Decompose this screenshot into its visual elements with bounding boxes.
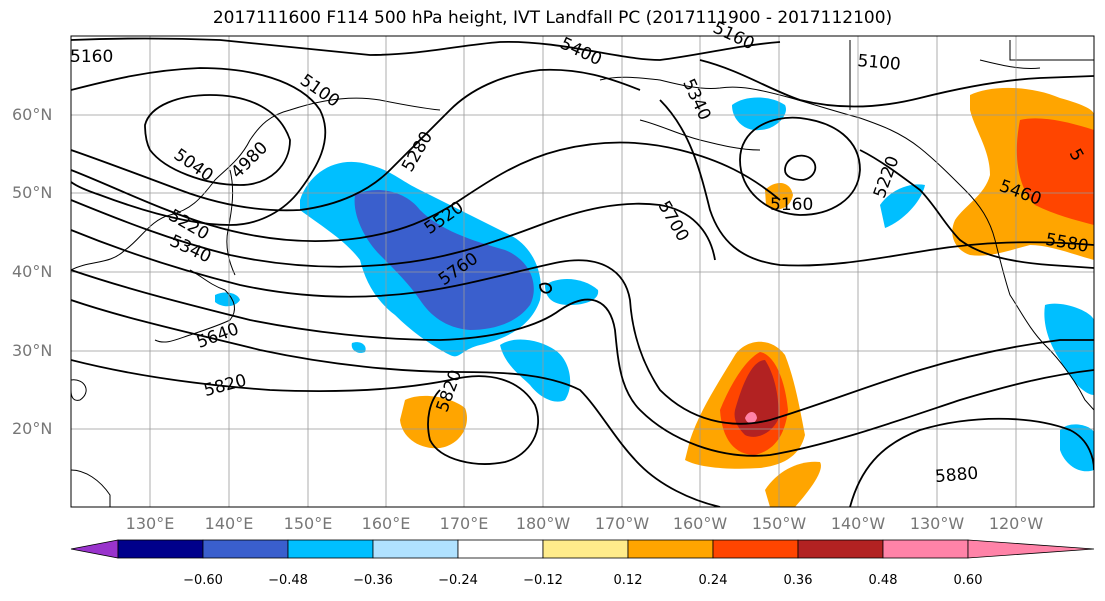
lon-label: 120°W: [988, 514, 1044, 533]
colorbar-tick-label: −0.12: [523, 573, 563, 588]
coastlines: [71, 40, 1094, 507]
lon-label: 130°E: [125, 514, 175, 533]
lat-label: 40°N: [12, 262, 53, 281]
lon-label: 160°E: [361, 514, 411, 533]
contour-label: 5160: [770, 195, 813, 215]
colorbar-tick-label: 0.24: [698, 573, 728, 588]
colorbar-swatch: [712, 539, 799, 559]
lat-label: 30°N: [12, 341, 53, 360]
contour-label: 5160: [70, 47, 113, 67]
lat-label: 20°N: [12, 419, 53, 438]
colorbar-tick-label: 0.36: [783, 573, 813, 588]
colorbar-swatch: [882, 539, 969, 559]
contour-label: 5880: [934, 463, 979, 487]
colorbar-tick-label: 0.48: [868, 573, 898, 588]
colorbar-tick-label: −0.60: [183, 573, 223, 588]
colorbar-tick-label: 0.12: [613, 573, 643, 588]
colorbar-extend-max: [967, 539, 1095, 559]
colorbar-tick-label: −0.36: [353, 573, 393, 588]
colorbar-swatch: [457, 539, 544, 559]
colorbar-tick-label: 0.60: [953, 573, 983, 588]
negative-anomaly-shading: [215, 97, 1094, 472]
lat-label: 50°N: [12, 183, 53, 202]
lon-label: 140°W: [830, 514, 886, 533]
colorbar-swatch: [627, 539, 714, 559]
height-contours: [71, 37, 1094, 507]
colorbar-swatch: [117, 539, 204, 559]
lon-label: 130°W: [909, 514, 965, 533]
colorbar-tick-label: −0.24: [438, 573, 478, 588]
colorbar-swatch: [202, 539, 289, 559]
lat-label: 60°N: [12, 105, 53, 124]
contour-label: 5100: [857, 51, 902, 75]
lon-label: 170°W: [594, 514, 650, 533]
map-frame: [70, 35, 1095, 508]
colorbar-extend-min: [70, 539, 119, 559]
lon-label: 150°E: [283, 514, 333, 533]
lon-label: 150°W: [751, 514, 807, 533]
colorbar: [70, 539, 1095, 559]
colorbar-swatch: [287, 539, 374, 559]
lon-label: 180°W: [515, 514, 571, 533]
map-title: 2017111600 F114 500 hPa height, IVT Land…: [212, 8, 893, 28]
lon-label: 140°E: [204, 514, 254, 533]
lon-label: 170°E: [439, 514, 489, 533]
colorbar-swatch: [542, 539, 629, 559]
colorbar-swatch: [372, 539, 459, 559]
map-panel: [71, 36, 1094, 507]
colorbar-tick-label: −0.48: [268, 573, 308, 588]
lon-label: 160°W: [672, 514, 728, 533]
colorbar-swatch: [797, 539, 884, 559]
